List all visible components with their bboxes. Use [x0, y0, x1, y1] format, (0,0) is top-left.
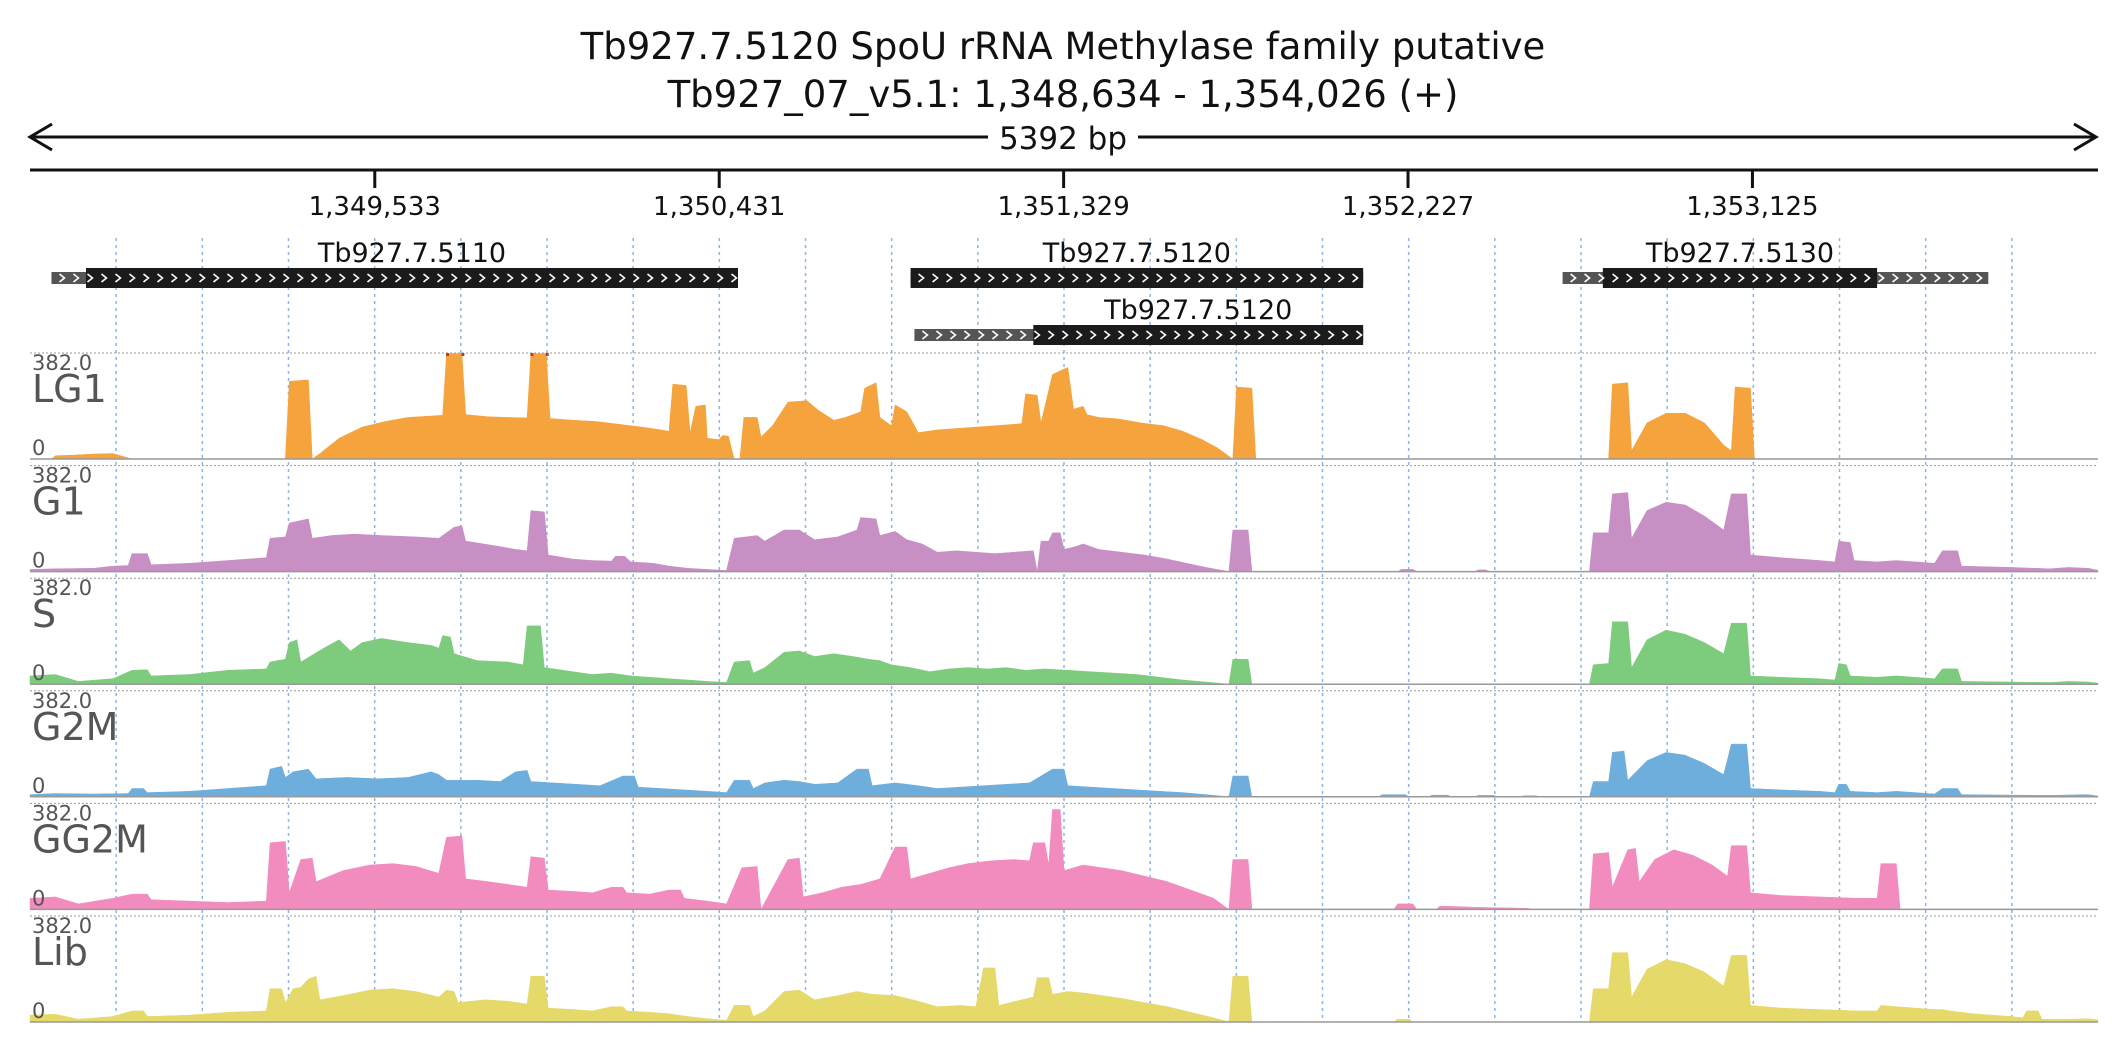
gene-model: Tb927.7.5130 — [1562, 238, 1989, 288]
chart-title: Tb927.7.5120 SpoU rRNA Methylase family … — [580, 25, 1546, 68]
coverage-area — [1589, 621, 2099, 685]
axis-tick-label: 1,352,227 — [1342, 192, 1474, 222]
gene-label: Tb927.7.5120 — [1103, 295, 1292, 326]
coverage-area — [1589, 743, 2099, 798]
coverage-area — [1393, 903, 1418, 910]
track-name: G2M — [32, 705, 118, 749]
clip-marker — [461, 353, 465, 356]
track-max-label: 382.0 — [32, 351, 92, 375]
track-g1: 382.0G1 0 — [29, 464, 2099, 573]
gene-strand-chevrons — [918, 273, 1359, 283]
axis-tick-label: 1,353,125 — [1686, 192, 1818, 222]
gene-model: Tb927.7.5110 — [51, 238, 738, 288]
gene-cds — [1033, 325, 1364, 345]
coverage-area — [1589, 952, 2099, 1023]
coverage-tracks: 382.0LG10382.0G10382.0S0382.0G2M0382.0GG… — [29, 351, 2099, 1023]
coverage-area — [29, 510, 1253, 572]
clip-marker — [545, 353, 549, 356]
gene-label: Tb927.7.5130 — [1645, 238, 1834, 269]
clip-marker — [530, 353, 534, 356]
gene-strand-chevrons — [921, 330, 1363, 340]
gene-cds — [910, 268, 1364, 288]
track-s: 382.0S 0 — [29, 576, 2099, 685]
track-min-label: 0 — [32, 436, 45, 460]
coverage-area — [1589, 492, 2099, 572]
gene-strand-chevrons — [58, 273, 738, 283]
span-arrow: 5392 bp — [27, 121, 2099, 157]
span-arrowhead-left — [27, 122, 53, 152]
track-name: Lib — [32, 930, 88, 974]
gene-model: Tb927.7.5120 — [910, 238, 1364, 288]
gene-track: Tb927.7.5110 Tb927.7.5120 Tb927.7.5130 Tb92… — [51, 238, 1989, 345]
axis-tick-label: 1,350,431 — [653, 192, 785, 222]
track-min-label: 0 — [32, 549, 45, 573]
span-label: 5392 bp — [999, 121, 1127, 157]
track-max-label: 382.0 — [32, 464, 92, 488]
track-min-label: 0 — [32, 999, 45, 1023]
coverage-area — [1608, 382, 1755, 460]
track-min-label: 0 — [32, 886, 45, 910]
track-max-label: 382.0 — [32, 576, 92, 600]
track-max-label: 382.0 — [32, 914, 92, 938]
coverage-area — [29, 625, 1253, 685]
axis-tick-label: 1,349,533 — [309, 192, 441, 222]
track-max-label: 382.0 — [32, 801, 92, 825]
coverage-area — [1589, 845, 1901, 910]
track-name: S — [32, 592, 56, 636]
track-min-label: 0 — [32, 774, 45, 798]
chart-subtitle: Tb927_07_v5.1: 1,348,634 - 1,354,026 (+) — [667, 73, 1459, 116]
gene-strand-chevrons — [1570, 273, 1983, 283]
gene-model: Tb927.7.5120 — [914, 295, 1364, 345]
gene-label: Tb927.7.5120 — [1042, 238, 1231, 269]
gene-cds — [1602, 268, 1878, 288]
track-name: GG2M — [32, 817, 148, 861]
coverage-area — [29, 809, 1253, 911]
track-name: LG1 — [32, 367, 107, 411]
coverage-area — [50, 353, 1257, 460]
gene-cds — [85, 268, 738, 288]
track-max-label: 382.0 — [32, 689, 92, 713]
coverage-area — [29, 967, 1253, 1023]
coverage-area — [29, 766, 1253, 798]
gene-label: Tb927.7.5110 — [317, 238, 506, 269]
coordinate-axis: 1,349,533 1,350,431 1,351,329 1,352,227 1,35… — [30, 168, 2098, 222]
span-arrowhead-right — [2073, 122, 2099, 152]
track-name: G1 — [32, 480, 86, 524]
clip-marker — [446, 353, 450, 356]
axis-tick-label: 1,351,329 — [997, 192, 1129, 222]
track-min-label: 0 — [32, 661, 45, 685]
